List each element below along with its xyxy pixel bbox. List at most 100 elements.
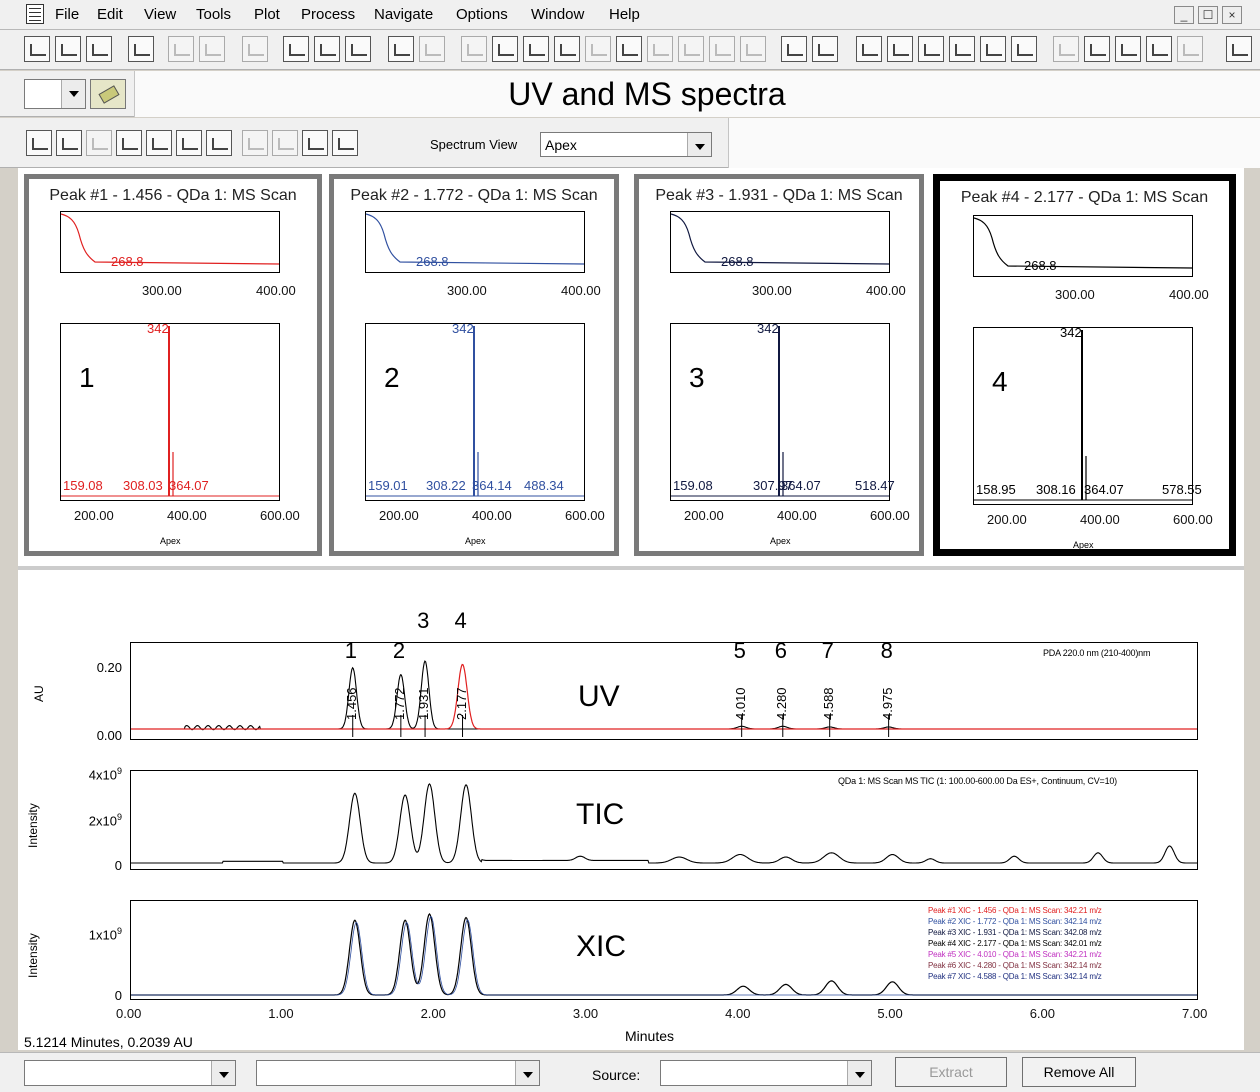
- close-button[interactable]: ×: [1222, 6, 1242, 24]
- calibrate-icon[interactable]: [812, 36, 838, 62]
- xic-plot[interactable]: [130, 900, 1198, 1000]
- ms-spectrum[interactable]: 342 2 159.01 308.22 364.14 488.34: [365, 321, 585, 501]
- uv-peak-number: 8: [880, 638, 893, 663]
- xic-icon[interactable]: [206, 130, 232, 156]
- database-icon[interactable]: [1115, 36, 1141, 62]
- back-icon[interactable]: [86, 130, 112, 156]
- edit-view-icon[interactable]: [302, 130, 328, 156]
- chevron-down-icon[interactable]: [61, 80, 85, 108]
- app-icon[interactable]: [26, 4, 44, 24]
- ms-spectrum[interactable]: 342 4 158.95 308.16 364.07 578.55: [973, 325, 1202, 505]
- search-icon[interactable]: [1053, 36, 1079, 62]
- tool-icon[interactable]: [86, 36, 112, 62]
- menu-help[interactable]: Help: [609, 6, 640, 23]
- extract-button[interactable]: Extract: [895, 1057, 1007, 1087]
- overlay-icon[interactable]: [887, 36, 913, 62]
- uv-peak-number: 1: [344, 638, 357, 663]
- copy-icon[interactable]: [24, 36, 50, 62]
- printer-icon[interactable]: [1146, 36, 1172, 62]
- stack2-icon[interactable]: [272, 130, 298, 156]
- eraser-icon[interactable]: [90, 79, 126, 109]
- minimize-button[interactable]: _: [1174, 6, 1194, 24]
- menu-process[interactable]: Process: [301, 6, 356, 23]
- remove-all-button[interactable]: Remove All: [1022, 1057, 1136, 1087]
- view4-icon[interactable]: [678, 36, 704, 62]
- list-icon[interactable]: [918, 36, 944, 62]
- ms-base-peak-label: 342: [1060, 325, 1082, 340]
- chevron-down-icon[interactable]: [211, 1061, 235, 1085]
- zoom4-icon[interactable]: [554, 36, 580, 62]
- chevron-down-icon[interactable]: [847, 1061, 871, 1085]
- uv-peak-rt: 2.177: [453, 687, 469, 720]
- more-icon[interactable]: [1226, 36, 1252, 62]
- source-select[interactable]: [660, 1060, 872, 1086]
- uv-spectrum[interactable]: 268.8: [365, 211, 585, 273]
- menu-file[interactable]: File: [55, 6, 80, 23]
- view5-icon[interactable]: [709, 36, 735, 62]
- bottom-select-1[interactable]: [24, 1060, 236, 1086]
- peak-panel-1[interactable]: Peak #1 - 1.456 - QDa 1: MS Scan 268.8 300…: [24, 174, 322, 556]
- zoom-in-icon[interactable]: [26, 130, 52, 156]
- spectrum-view-select[interactable]: Apex: [540, 132, 712, 157]
- zoom1-icon[interactable]: [461, 36, 487, 62]
- integrate-icon[interactable]: [168, 36, 194, 62]
- peak-panel-title: Peak #3 - 1.931 - QDa 1: MS Scan: [655, 187, 903, 204]
- uv-spectrum[interactable]: 268.8: [670, 211, 890, 273]
- ms-peak-label: 159.08: [673, 478, 713, 493]
- edit-icon[interactable]: [949, 36, 975, 62]
- ms-base-peak-label: 342: [147, 321, 169, 336]
- view1-icon[interactable]: [585, 36, 611, 62]
- view3-icon[interactable]: [647, 36, 673, 62]
- ms-spectrum[interactable]: 342 1 159.08 308.03 364.07: [60, 321, 280, 501]
- peak-panel-4[interactable]: Peak #4 - 2.177 - QDa 1: MS Scan 268.8 300…: [933, 174, 1236, 556]
- tic-plot[interactable]: [130, 770, 1198, 870]
- bottom-select-2[interactable]: [256, 1060, 540, 1086]
- undo-icon[interactable]: [388, 36, 414, 62]
- chevron-down-icon[interactable]: [687, 133, 711, 156]
- spectrum-icon[interactable]: [856, 36, 882, 62]
- ms-spectrum[interactable]: 342 3 159.08 307.97 364.07 518.47: [670, 321, 895, 501]
- zoom3-icon[interactable]: [523, 36, 549, 62]
- peak-panel-3[interactable]: Peak #3 - 1.931 - QDa 1: MS Scan 268.8 300…: [634, 174, 924, 556]
- chart-icon[interactable]: [283, 36, 309, 62]
- pick-icon[interactable]: [128, 36, 154, 62]
- menu-window[interactable]: Window: [531, 6, 585, 23]
- menu-options[interactable]: Options: [456, 6, 508, 23]
- zoom2-icon[interactable]: [492, 36, 518, 62]
- ms-x-tick: 400.00: [167, 508, 207, 523]
- redo-icon[interactable]: [419, 36, 445, 62]
- uv-spectrum[interactable]: 268.8: [60, 211, 280, 273]
- tic-icon[interactable]: [176, 130, 202, 156]
- report-icon[interactable]: [980, 36, 1006, 62]
- reload-icon[interactable]: [332, 130, 358, 156]
- column-icon[interactable]: [1084, 36, 1110, 62]
- refresh-icon[interactable]: [242, 36, 268, 62]
- stack1-icon[interactable]: [242, 130, 268, 156]
- menu-plot[interactable]: Plot: [254, 6, 280, 23]
- uv-plot[interactable]: [130, 642, 1198, 740]
- view6-icon[interactable]: [740, 36, 766, 62]
- menu-tools[interactable]: Tools: [196, 6, 232, 23]
- menu-edit[interactable]: Edit: [97, 6, 123, 23]
- restore-button[interactable]: ☐: [1198, 6, 1218, 24]
- ms-x-label: Apex: [770, 536, 791, 546]
- peak-panel-2[interactable]: Peak #2 - 1.772 - QDa 1: MS Scan 268.8 300…: [329, 174, 619, 556]
- uv-icon[interactable]: [146, 130, 172, 156]
- peak-icon[interactable]: [345, 36, 371, 62]
- image-icon[interactable]: [1011, 36, 1037, 62]
- ms-x-tick: 200.00: [987, 512, 1027, 527]
- integrate2-icon[interactable]: [199, 36, 225, 62]
- menu-navigate[interactable]: Navigate: [374, 6, 434, 23]
- view-dropdown[interactable]: [24, 79, 86, 109]
- uv-spectrum[interactable]: 268.8: [973, 215, 1193, 277]
- wand-icon[interactable]: [314, 36, 340, 62]
- print-icon[interactable]: [55, 36, 81, 62]
- export-icon[interactable]: [781, 36, 807, 62]
- settings-icon[interactable]: [1177, 36, 1203, 62]
- uv-trace: [131, 660, 1197, 737]
- zoom-out-icon[interactable]: [56, 130, 82, 156]
- menu-view[interactable]: View: [144, 6, 177, 23]
- view2-icon[interactable]: [616, 36, 642, 62]
- chevron-down-icon[interactable]: [515, 1061, 539, 1085]
- forward-icon[interactable]: [116, 130, 142, 156]
